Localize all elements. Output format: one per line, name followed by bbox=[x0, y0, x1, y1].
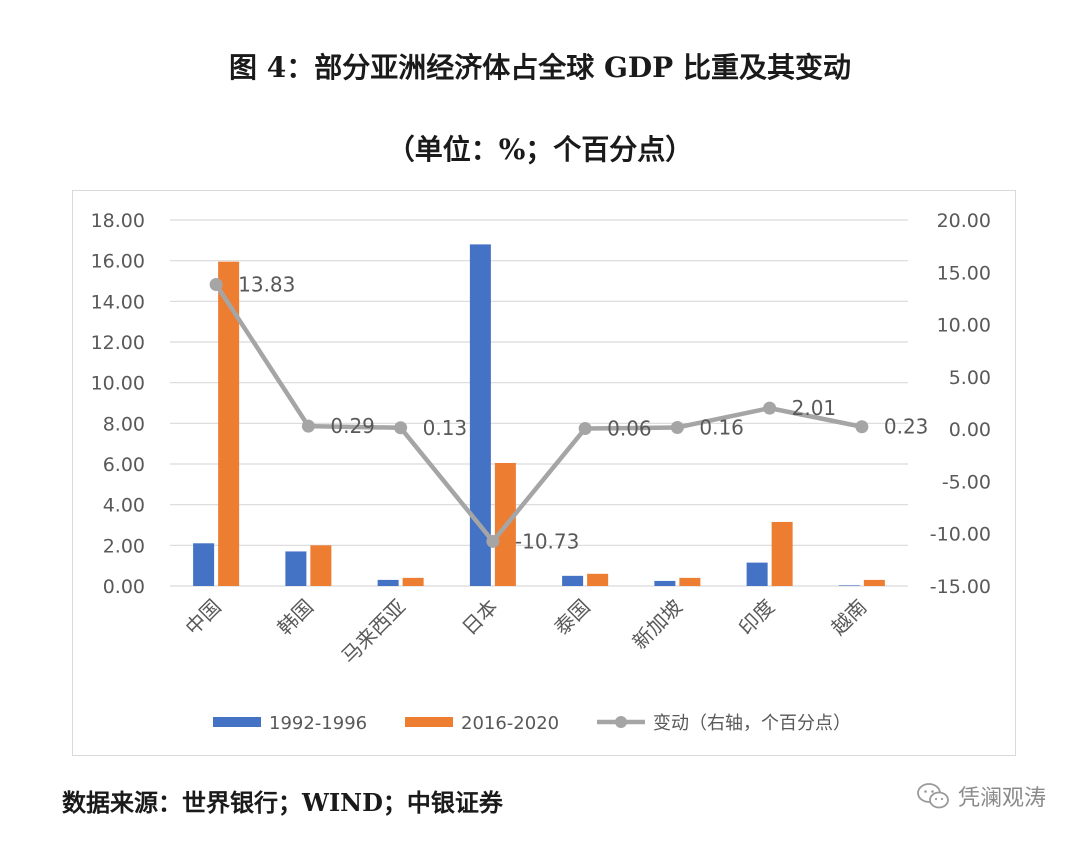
category-label: 马来西亚 bbox=[337, 595, 411, 669]
change-point bbox=[578, 422, 592, 436]
change-data-label: 2.01 bbox=[792, 396, 837, 420]
category-label: 印度 bbox=[734, 595, 779, 640]
left-tick-label: 0.00 bbox=[103, 576, 145, 598]
bar-1992-1996 bbox=[562, 575, 584, 586]
wechat-icon bbox=[917, 783, 949, 809]
change-data-label: 0.16 bbox=[699, 415, 744, 439]
bar-1992-1996 bbox=[838, 585, 860, 586]
legend-label-change: 变动（右轴，个百分点） bbox=[653, 713, 851, 734]
bar-2016-2020 bbox=[771, 521, 793, 586]
left-tick-label: 16.00 bbox=[91, 251, 145, 273]
change-data-label: 0.13 bbox=[423, 416, 468, 440]
bar-1992-1996 bbox=[469, 244, 491, 586]
bar-2016-2020 bbox=[679, 577, 701, 586]
bar-2016-2020 bbox=[218, 261, 240, 586]
chart: 0.00 2.00 4.00 6.00 8.00 10.00 12.00 14.00 16.00… bbox=[91, 210, 991, 734]
legend-label-2016-2020: 2016-2020 bbox=[461, 713, 559, 734]
left-tick-label: 4.00 bbox=[103, 495, 145, 517]
left-tick-label: 10.00 bbox=[91, 373, 145, 395]
right-tick-label: 10.00 bbox=[937, 315, 991, 337]
change-line bbox=[214, 283, 863, 544]
right-tick-label: 5.00 bbox=[949, 367, 991, 389]
bar-1992-1996 bbox=[193, 543, 215, 586]
change-point bbox=[394, 421, 408, 435]
change-point bbox=[763, 401, 777, 415]
bar-2016-2020 bbox=[402, 577, 424, 586]
data-source: 数据来源：世界银行；WIND；中银证券 bbox=[62, 788, 503, 817]
change-point bbox=[301, 419, 315, 433]
bar-1992-1996 bbox=[654, 580, 676, 586]
right-tick-label: 15.00 bbox=[937, 262, 991, 284]
change-data-label: 0.23 bbox=[884, 415, 929, 439]
bar-2016-2020 bbox=[863, 579, 885, 586]
bar-1992-1996 bbox=[746, 562, 768, 586]
left-tick-label: 12.00 bbox=[91, 332, 145, 354]
category-label: 日本 bbox=[457, 595, 502, 640]
right-tick-label: -5.00 bbox=[942, 471, 991, 493]
watermark: 凭澜观涛 bbox=[916, 780, 1046, 812]
category-label: 中国 bbox=[180, 595, 225, 640]
watermark-text: 凭澜观涛 bbox=[957, 786, 1046, 811]
left-tick-label: 2.00 bbox=[103, 535, 145, 557]
chart-title: 图 4：部分亚洲经济体占全球 GDP 比重及其变动 bbox=[229, 51, 851, 84]
bar-1992-1996 bbox=[285, 551, 307, 586]
change-data-label: 0.06 bbox=[607, 417, 652, 441]
left-tick-label: 14.00 bbox=[91, 291, 145, 313]
bar-2016-2020 bbox=[587, 573, 609, 586]
category-label: 越南 bbox=[826, 595, 871, 640]
legend-swatch-1992-1996 bbox=[213, 717, 261, 727]
right-tick-label: 0.00 bbox=[949, 419, 991, 441]
legend-label-1992-1996: 1992-1996 bbox=[269, 713, 367, 734]
category-label: 韩国 bbox=[273, 595, 318, 640]
legend-swatch-2016-2020 bbox=[405, 717, 453, 727]
right-tick-label: -15.00 bbox=[930, 576, 991, 598]
left-tick-label: 8.00 bbox=[103, 413, 145, 435]
left-tick-label: 18.00 bbox=[91, 210, 145, 232]
chart-frame: 0.00 2.00 4.00 6.00 8.00 10.00 12.00 14.00 16.00… bbox=[72, 190, 1016, 756]
bar-2016-2020 bbox=[310, 545, 332, 586]
category-label: 泰国 bbox=[549, 595, 594, 640]
chart-subtitle: （单位：%；个百分点） bbox=[386, 133, 694, 166]
change-data-label: -10.73 bbox=[515, 529, 579, 553]
right-tick-label: -10.00 bbox=[930, 524, 991, 546]
legend-swatch-change-point bbox=[615, 716, 627, 728]
right-tick-label: 20.00 bbox=[937, 210, 991, 232]
change-point bbox=[486, 534, 500, 548]
change-data-label: 13.83 bbox=[238, 273, 295, 297]
change-data-label: 0.29 bbox=[330, 414, 375, 438]
change-point bbox=[670, 420, 684, 434]
change-point bbox=[209, 278, 223, 292]
bar-1992-1996 bbox=[377, 579, 399, 586]
change-point bbox=[855, 420, 869, 434]
category-label: 新加坡 bbox=[628, 595, 687, 654]
left-tick-label: 6.00 bbox=[103, 454, 145, 476]
